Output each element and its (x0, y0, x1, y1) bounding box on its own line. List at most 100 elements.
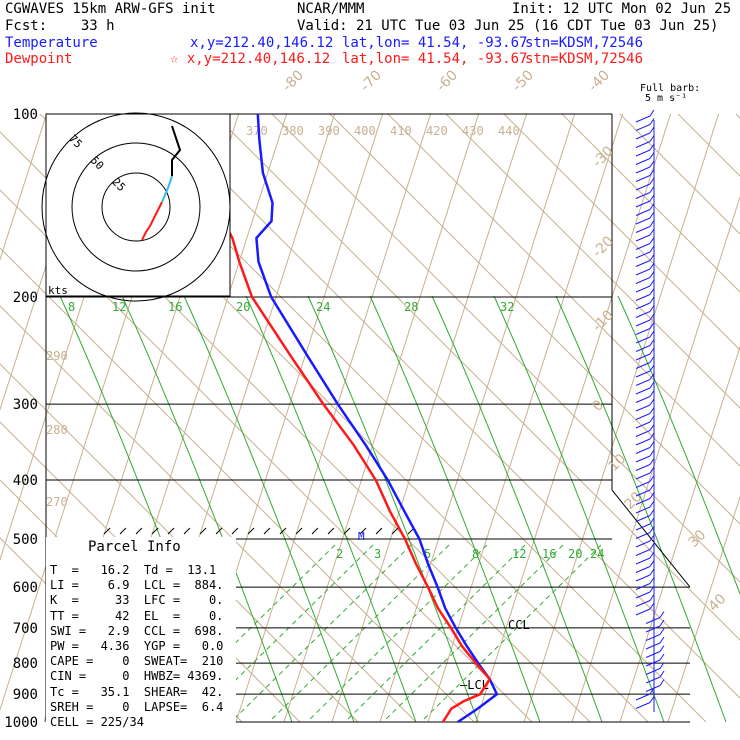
hatch-mark (231, 527, 239, 535)
wind-barb-flag (649, 594, 655, 601)
wind-barb-flag (659, 645, 665, 652)
wind-barb-flag (649, 288, 655, 295)
wind-barb (635, 353, 651, 361)
dry-adiabat-line (0, 189, 533, 723)
hatch-mark (135, 527, 143, 535)
wind-barb-flag (649, 364, 655, 372)
forecast-hour: Fcst: 33 h (5, 18, 115, 34)
wind-barb (635, 438, 651, 446)
isotherm-label--70: -70 (358, 67, 385, 94)
wind-barb-flag (649, 551, 655, 559)
wind-barb (645, 625, 661, 633)
wind-barb-flag (649, 356, 655, 363)
wind-barb-flag (649, 449, 655, 457)
moist-adiabat-line (121, 295, 293, 723)
model-title: CGWAVES 15km ARW-GFS init (5, 1, 216, 17)
isotherm-line (427, 113, 624, 723)
mixing-top-label-28: 28 (404, 300, 418, 314)
isotherm-line (619, 345, 740, 723)
isotherm-label-20: 20 (622, 489, 646, 513)
wind-barb (635, 523, 651, 531)
wind-barb-flag (649, 194, 655, 202)
wind-barb (635, 421, 651, 429)
hatch-mark (215, 527, 223, 535)
wind-barb (635, 413, 651, 420)
wind-barb-flag (649, 696, 655, 703)
wind-barb (635, 260, 651, 267)
wind-barb-flag (659, 611, 665, 618)
wind-barb-flag (649, 483, 655, 491)
wind-barb-flag (649, 458, 655, 465)
wind-barb-flag (649, 500, 655, 508)
isotherm-line (283, 113, 480, 723)
theta-label-410: 410 (390, 124, 412, 138)
wind-barb-flag (649, 254, 655, 261)
hodograph-unit: kts (48, 284, 68, 297)
org-label: NCAR/MMM (297, 1, 365, 17)
wind-barb (635, 608, 651, 616)
wind-barb-flag (649, 390, 655, 397)
wind-barb-flag (659, 636, 665, 644)
wind-barb-flag (649, 135, 655, 142)
isotherm-label--80: -80 (280, 67, 307, 94)
hodograph-trace-high (171, 125, 182, 176)
wind-barb (635, 472, 651, 480)
wind-barb-flag (649, 415, 655, 423)
wind-barb-flag (649, 296, 655, 304)
wind-barb-flag (649, 160, 655, 168)
wind-barb-flag (649, 526, 655, 533)
theta-label-400: 400 (354, 124, 376, 138)
pressure-label-800: 800 (13, 656, 38, 672)
hatch-mark (199, 527, 207, 535)
wind-barb (635, 396, 651, 403)
mixing-top-label-20: 20 (236, 300, 250, 314)
wind-barb-flag (649, 313, 655, 321)
wind-barb (635, 183, 651, 191)
wind-barb (635, 268, 651, 276)
wind-barb-flag (649, 271, 655, 278)
mixing-low-label-16: 16 (542, 547, 556, 561)
wind-barb (635, 693, 651, 701)
wind-barb (635, 175, 651, 182)
pressure-label-900: 900 (13, 687, 38, 703)
wind-barb-flag (649, 492, 655, 499)
wind-barb-flag (649, 143, 655, 151)
parcel-row: PW = 4.36 YGP = 0.0 (50, 639, 224, 654)
wind-barbs (635, 109, 665, 712)
parcel-info-rows: T = 16.2 Td = 13.1 LI = 6.9 LCL = 884. K =… (50, 563, 223, 730)
wind-barb (635, 515, 651, 522)
wind-barb-flag (649, 534, 655, 542)
wind-barb (635, 387, 651, 395)
ccl-label: CCL (508, 618, 530, 632)
isotherm-line (571, 195, 740, 723)
wind-barb-flag (649, 466, 655, 474)
dewpoint-legend: Dewpoint (5, 51, 73, 67)
dewpoint-profile (208, 113, 492, 723)
theta-left-label: 270 (46, 495, 68, 509)
wind-barb (645, 651, 661, 658)
mixing-top-label-16: 16 (168, 300, 182, 314)
wind-barb-flag (649, 560, 655, 567)
hodograph-ring (41, 112, 231, 302)
wind-barb (635, 285, 651, 293)
parcel-row: SREH = 0 LAPSE= 6.4 (50, 699, 224, 714)
dry-adiabat-line (271, 113, 740, 583)
wind-barb (635, 319, 651, 327)
hatch-mark (295, 527, 303, 535)
mixing-low-label-24: 24 (590, 547, 604, 561)
pressure-label-300: 300 (13, 397, 38, 413)
pressure-label-1000: 1000 (4, 715, 38, 731)
pressure-label-200: 200 (13, 290, 38, 306)
wind-barb-flag (649, 407, 655, 414)
wind-barb (645, 676, 661, 684)
wind-barb (635, 379, 651, 386)
barb-note-1: Full barb: (640, 83, 701, 94)
temperature-profile (255, 113, 499, 724)
dry-adiabat-line (561, 113, 740, 293)
theta-label-390: 390 (318, 124, 340, 138)
mixing-low-label-2: 2 (336, 547, 343, 561)
temperature-location: x,y=212.40,146.12 (190, 35, 334, 51)
isotherm-line (0, 113, 48, 262)
moist-adiabat-line (245, 295, 417, 723)
